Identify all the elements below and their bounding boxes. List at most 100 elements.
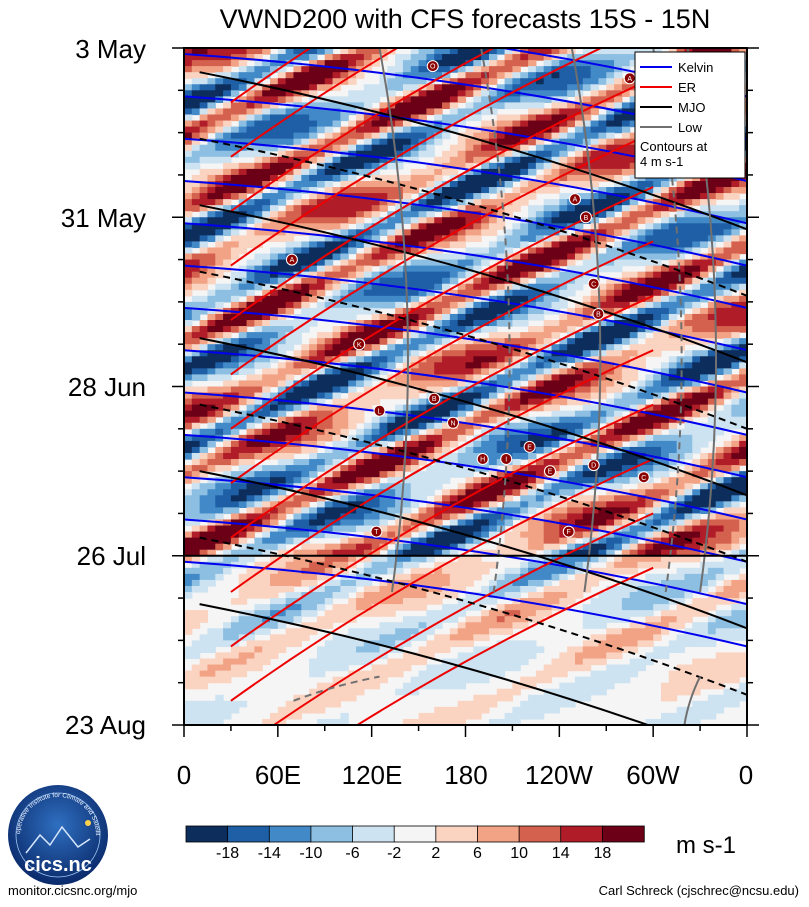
heat-cell <box>520 96 529 103</box>
heat-cell <box>621 168 631 176</box>
heat-cell <box>512 289 521 297</box>
heat-cell <box>629 392 639 400</box>
heat-cell <box>535 338 545 345</box>
heat-cell <box>606 187 615 194</box>
heat-cell <box>371 392 381 400</box>
heat-cell <box>442 313 451 321</box>
heat-cell <box>316 66 326 73</box>
heat-cell <box>199 90 209 97</box>
heat-cell <box>528 120 537 128</box>
heat-cell <box>481 199 490 206</box>
heat-cell <box>426 283 435 291</box>
heat-cell <box>356 217 365 224</box>
heat-cell <box>340 332 349 339</box>
heat-cell <box>449 356 459 363</box>
heat-cell <box>660 398 670 406</box>
heat-cell <box>723 477 732 484</box>
heat-cell <box>621 120 631 128</box>
heat-cell <box>230 428 240 436</box>
heat-cell <box>262 326 271 333</box>
heat-cell <box>614 283 623 291</box>
heat-cell <box>700 477 709 484</box>
heat-cell <box>191 150 201 158</box>
heat-cell <box>387 144 396 152</box>
heat-cell <box>340 162 349 170</box>
heat-cell <box>551 199 560 206</box>
heat-cell <box>559 338 568 345</box>
heat-cell <box>246 283 255 291</box>
heat-cell <box>230 356 240 363</box>
heat-cell <box>379 78 388 85</box>
heat-cell <box>309 465 318 472</box>
heat-cell <box>348 90 357 97</box>
heat-cell <box>457 78 467 85</box>
heat-cell <box>270 271 279 279</box>
heat-cell <box>340 132 349 140</box>
heat-cell <box>660 380 670 388</box>
heat-cell <box>442 48 451 55</box>
heat-cell <box>496 440 506 448</box>
heat-cell <box>481 108 490 116</box>
heat-cell <box>598 229 607 236</box>
heat-cell <box>715 392 725 400</box>
heat-cell <box>551 235 560 243</box>
heat-cell <box>442 66 451 73</box>
heat-cell <box>551 416 560 424</box>
heat-cell <box>293 350 302 357</box>
heat-cell <box>731 416 740 424</box>
heat-cell <box>363 277 373 285</box>
heat-cell <box>223 72 232 79</box>
heat-cell <box>707 434 717 442</box>
heat-cell <box>668 452 678 460</box>
heat-cell <box>559 422 568 430</box>
heat-cell <box>230 326 240 333</box>
heat-cell <box>715 428 725 436</box>
heat-cell <box>238 283 248 291</box>
heat-cell <box>543 205 553 212</box>
heat-cell <box>270 265 279 273</box>
heat-cell <box>356 289 365 297</box>
heat-cell <box>637 459 646 466</box>
heat-cell <box>582 174 592 182</box>
heat-cell <box>653 229 662 236</box>
heat-cell <box>481 434 490 442</box>
heat-cell <box>324 507 334 515</box>
heat-cell <box>215 217 224 224</box>
heat-cell <box>356 507 365 515</box>
heat-cell <box>379 356 388 363</box>
heat-cell <box>184 187 193 194</box>
heat-cell <box>496 320 506 327</box>
heat-cell <box>621 465 631 472</box>
heat-cell <box>434 180 443 188</box>
heat-cell <box>395 483 404 490</box>
heat-cell <box>223 126 232 134</box>
heat-cell <box>473 313 482 321</box>
heat-cell <box>465 301 474 309</box>
heat-cell <box>543 132 553 140</box>
heat-cell <box>285 344 295 351</box>
heat-cell <box>270 78 279 85</box>
heat-cell <box>324 66 334 73</box>
heat-cell <box>246 446 255 454</box>
heat-cell <box>481 416 490 424</box>
heat-cell <box>668 404 678 412</box>
heat-cell <box>379 265 388 273</box>
heat-cell <box>207 144 216 152</box>
heat-cell <box>309 459 318 466</box>
heat-cell <box>254 440 263 448</box>
heat-cell <box>660 471 670 478</box>
heat-cell <box>684 374 693 382</box>
heat-cell <box>668 301 678 309</box>
heat-cell <box>410 96 420 103</box>
heat-cell <box>488 72 498 79</box>
heat-cell <box>270 344 279 351</box>
heat-cell <box>504 205 514 212</box>
heat-cell <box>332 156 341 164</box>
heat-cell <box>270 138 279 146</box>
heat-cell <box>230 132 240 140</box>
heat-cell <box>504 247 514 255</box>
heat-cell <box>582 495 592 502</box>
heat-cell <box>645 253 654 261</box>
heat-cell <box>535 96 545 103</box>
heat-cell <box>559 471 568 478</box>
